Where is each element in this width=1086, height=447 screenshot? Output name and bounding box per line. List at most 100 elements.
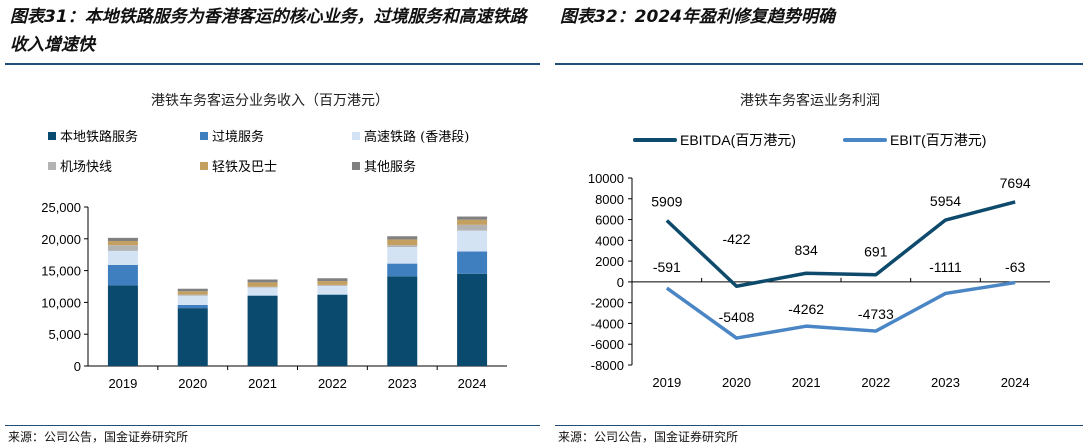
y-tick-label: 2000 — [595, 254, 624, 269]
x-tick-label: 2019 — [108, 376, 137, 391]
bar-segment — [317, 278, 348, 282]
legend-swatch — [48, 132, 56, 140]
legend-label: EBIT(百万港元) — [890, 132, 986, 148]
bar-segment — [247, 295, 278, 366]
x-tick-label: 2021 — [792, 375, 821, 390]
y-tick-label: 10,000 — [41, 295, 81, 310]
bar-segment — [457, 230, 488, 252]
data-label: -422 — [722, 231, 750, 247]
bar-segment — [177, 295, 208, 305]
bar-segment — [457, 251, 488, 274]
legend-swatch — [200, 162, 208, 170]
right-footer-rule — [555, 425, 1083, 426]
x-tick-label: 2020 — [178, 376, 207, 391]
x-tick-label: 2024 — [1001, 375, 1030, 390]
bar-segment — [177, 304, 208, 309]
data-label: 5909 — [651, 194, 682, 210]
y-tick-label: 6000 — [595, 213, 624, 228]
series-line-ebit — [665, 280, 1016, 340]
bar-segment — [317, 284, 348, 286]
x-tick-label: 2021 — [248, 376, 277, 391]
y-tick-label: -6000 — [591, 337, 624, 352]
x-tick-label: 2023 — [388, 376, 417, 391]
right-chart-title: 港铁车务客运业务利润 — [740, 93, 880, 109]
bar-segment — [387, 239, 418, 246]
y-tick-label: -2000 — [591, 296, 624, 311]
y-tick-label: 5,000 — [48, 327, 81, 342]
left-chart-title: 港铁车务客运分业务收入（百万港元） — [151, 93, 389, 109]
y-tick-label: -8000 — [591, 358, 624, 373]
bar-segment — [177, 291, 208, 295]
legend-label: 本地铁路服务 — [60, 129, 138, 145]
data-label: -1111 — [929, 259, 962, 275]
right-source: 来源：公司公告，国金证券研究所 — [558, 430, 739, 444]
x-tick-label: 2020 — [722, 375, 751, 390]
bar-segment — [317, 294, 348, 366]
bar-segment — [247, 282, 278, 287]
legend-label: 过境服务 — [212, 129, 264, 145]
y-tick-label: 0 — [74, 359, 81, 374]
bar-segment — [107, 285, 138, 366]
bar-segment — [387, 245, 418, 248]
data-label: 834 — [794, 242, 818, 258]
y-tick-label: 4000 — [595, 233, 624, 248]
left-stacked-bar-chart: 本地铁路服务 过境服务 高速铁路 (香港段) 机场快线 轻铁及巴士 其他服务 0 5,000 1… — [41, 129, 507, 391]
bar-segment — [107, 250, 138, 265]
y-tick-label: -4000 — [591, 316, 624, 331]
bar-segment — [457, 273, 488, 366]
x-tick-label: 2023 — [931, 375, 960, 390]
legend-label: 高速铁路 (香港段) — [364, 129, 469, 145]
bar-segment — [387, 247, 418, 264]
data-label: -4262 — [788, 301, 824, 317]
data-label: -591 — [653, 259, 681, 275]
x-tick-label: 2022 — [861, 375, 890, 390]
bar-segment — [247, 287, 278, 296]
bar-segment — [247, 286, 278, 288]
y-tick-label: 15,000 — [41, 264, 81, 279]
bar-segment — [107, 264, 138, 286]
bar-segment — [317, 285, 348, 295]
right-line-chart: EBITDA(百万港元) EBIT(百万港元) -8000 -6000 -4000 -20… — [588, 132, 1050, 390]
bar-segment — [177, 294, 208, 296]
bar-segment — [177, 308, 208, 366]
legend-label: 轻铁及巴士 — [212, 160, 277, 175]
bar-segment — [317, 281, 348, 285]
bar-segment — [387, 263, 418, 277]
left-figure-title: 图表31：本地铁路服务为香港客运的核心业务，过境服务和高速铁路收入增速快 — [10, 7, 527, 55]
legend-label: 其他服务 — [364, 159, 416, 175]
x-tick-label: 2024 — [458, 376, 487, 391]
legend-label: 机场快线 — [60, 160, 112, 175]
bar-segment — [457, 219, 488, 225]
bar-segment — [107, 245, 138, 251]
bar-segment — [107, 241, 138, 246]
legend-label: EBITDA(百万港元) — [680, 132, 796, 148]
right-figure-title: 图表32：2024年盈利修复趋势明确 — [560, 7, 835, 27]
bar-segment — [107, 237, 138, 242]
bar-segment — [457, 224, 488, 231]
legend-swatch — [352, 132, 360, 140]
left-footer-rule — [5, 425, 540, 426]
data-label: 691 — [864, 244, 888, 260]
bar-segment — [387, 236, 418, 240]
y-tick-label: 8000 — [595, 192, 624, 207]
bar-segment — [247, 279, 278, 283]
left-title-rule — [5, 63, 540, 65]
data-label: -5408 — [719, 309, 755, 325]
legend-swatch — [48, 162, 56, 170]
series-line-ebitda — [665, 200, 1016, 289]
data-label: -63 — [1005, 259, 1025, 275]
y-tick-label: 25,000 — [41, 200, 81, 215]
bar-segment — [177, 288, 208, 292]
left-source: 来源：公司公告，国金证券研究所 — [8, 430, 189, 444]
x-tick-label: 2019 — [652, 375, 681, 390]
y-tick-label: 10000 — [588, 171, 624, 186]
bar-segment — [457, 216, 488, 220]
data-label: 7694 — [1000, 175, 1031, 191]
legend-swatch — [352, 162, 360, 170]
data-label: -4733 — [858, 306, 894, 322]
x-tick-label: 2022 — [318, 376, 347, 391]
legend-swatch — [200, 132, 208, 140]
data-label: 5954 — [930, 193, 961, 209]
y-tick-label: 0 — [617, 275, 624, 290]
y-tick-label: 20,000 — [41, 232, 81, 247]
